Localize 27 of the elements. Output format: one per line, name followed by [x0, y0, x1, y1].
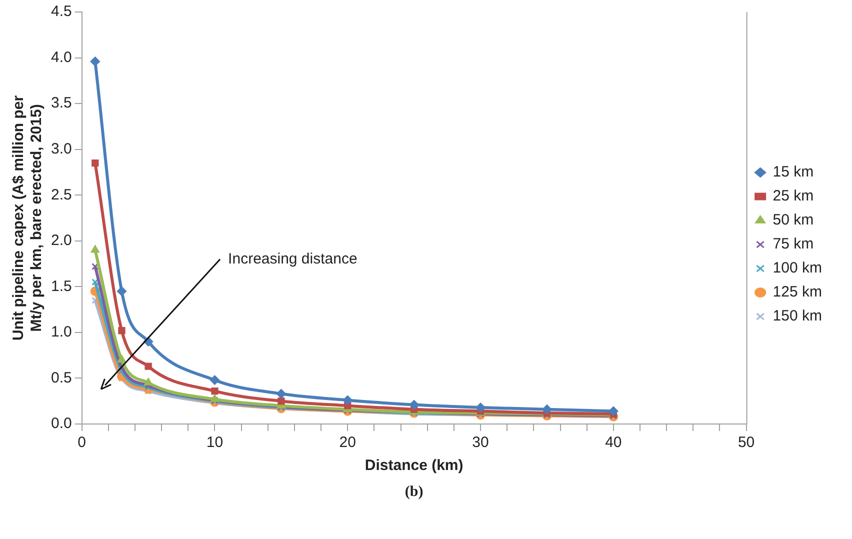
legend-label: 50 km: [772, 212, 814, 229]
x-tick-label: 30: [472, 434, 489, 452]
x-tick-label: 10: [206, 434, 224, 452]
y-tick-label: 1.0: [50, 324, 72, 341]
y-tick-label: 0.0: [50, 415, 72, 432]
x-tick-label: 0: [78, 434, 86, 452]
annotation: Increasing distance: [228, 250, 358, 268]
text: (b): [404, 484, 424, 500]
x-tick-label: 20: [339, 434, 356, 452]
x-axis-title: Distance (km): [364, 457, 464, 474]
y-tick-label: 1.5: [50, 278, 72, 295]
x-tick-label: 40: [605, 434, 622, 452]
legend-label: 15 km: [772, 164, 814, 181]
y-tick-label: 3.5: [50, 94, 72, 112]
y-tick-label: 3.0: [50, 140, 72, 158]
y-axis-title: Unit pipeline capex (A$ million per Mt/y per km, bare erected, 2015): [10, 95, 46, 341]
legend-label: 125 km: [772, 284, 822, 301]
y-tick-label: 0.5: [50, 369, 72, 386]
legend-label: 150 km: [772, 308, 822, 325]
y-tick-label: 2.0: [50, 232, 72, 250]
legend-label: 25 km: [772, 188, 814, 205]
y-tick-label: 4.0: [50, 48, 72, 66]
y-tick-label: 4.5: [50, 3, 72, 20]
legend-label: 75 km: [772, 236, 814, 253]
y-tick-label: 2.5: [50, 186, 72, 204]
legend-label: 100 km: [772, 260, 822, 277]
x-tick-label: 50: [738, 434, 755, 452]
